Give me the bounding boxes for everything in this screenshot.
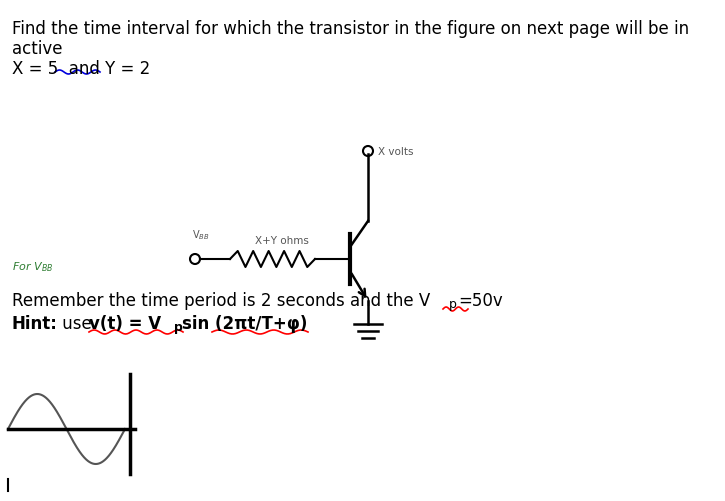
Text: Remember the time period is 2 seconds and the V: Remember the time period is 2 seconds an… bbox=[12, 292, 430, 310]
Text: p: p bbox=[174, 320, 183, 333]
Text: X+Y ohms: X+Y ohms bbox=[255, 235, 309, 245]
Text: =50v: =50v bbox=[458, 292, 502, 310]
Text: sin (2πt/T+φ): sin (2πt/T+φ) bbox=[182, 314, 307, 332]
Text: X volts: X volts bbox=[378, 147, 413, 157]
Text: X = 5  and Y = 2: X = 5 and Y = 2 bbox=[12, 60, 150, 78]
Text: Hint:: Hint: bbox=[12, 314, 58, 332]
Text: active: active bbox=[12, 40, 62, 58]
Text: For V$_{BB}$: For V$_{BB}$ bbox=[12, 260, 53, 273]
Text: use: use bbox=[57, 314, 97, 332]
Text: p: p bbox=[449, 298, 457, 311]
Text: Find the time interval for which the transistor in the figure on next page will : Find the time interval for which the tra… bbox=[12, 20, 689, 38]
Text: V$_{BB}$: V$_{BB}$ bbox=[192, 228, 210, 241]
Text: v(t) = V: v(t) = V bbox=[89, 314, 161, 332]
